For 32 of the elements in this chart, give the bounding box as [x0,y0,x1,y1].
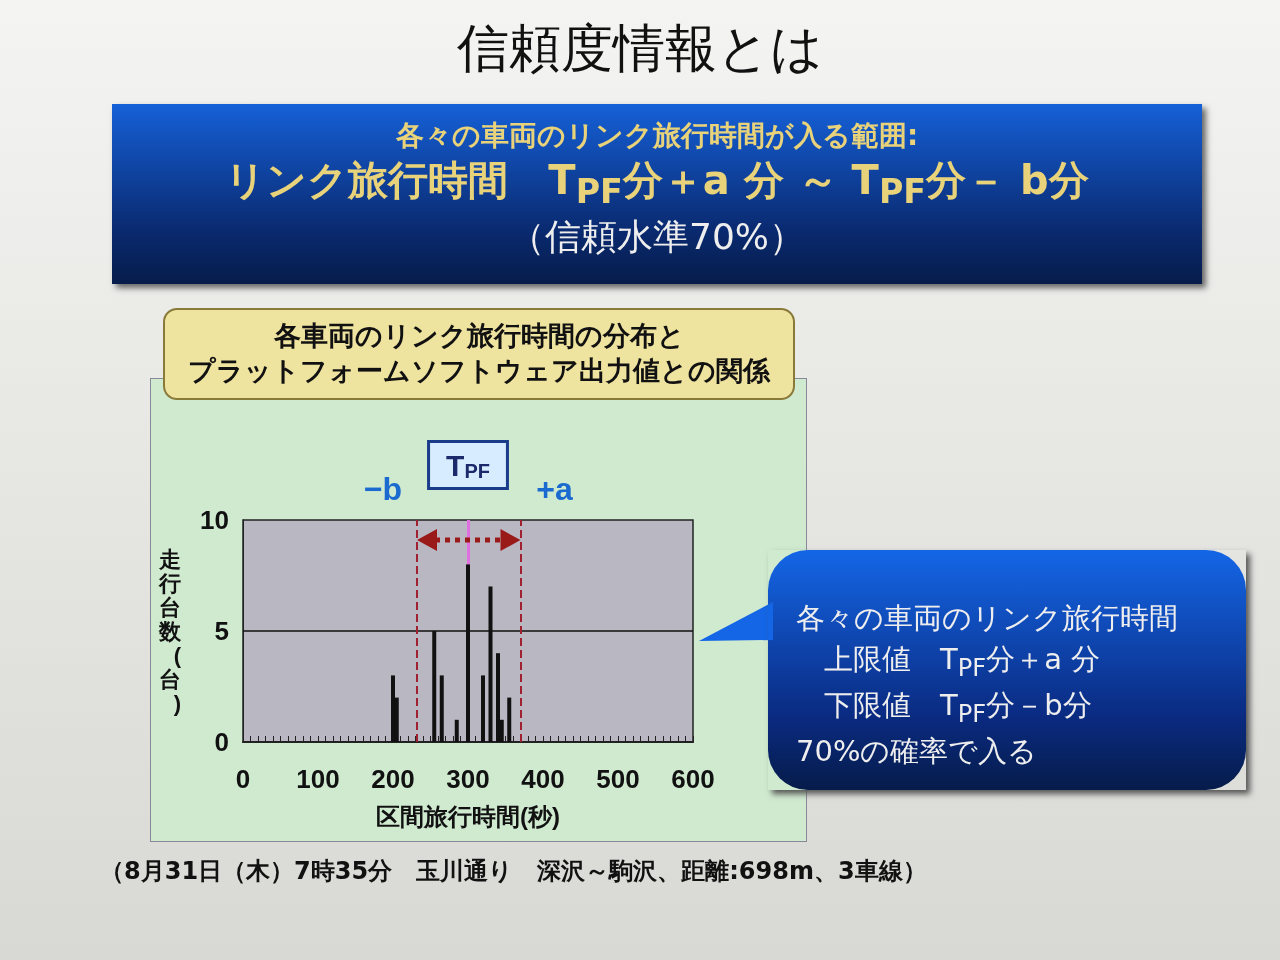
text: 70%の確率で入る [796,733,1039,771]
ref-line-label: −b [363,471,403,507]
x-axis-title: 区間旅行時間(秒) [376,802,560,830]
text: 各々の車両のリンク旅行時間 [796,600,1179,637]
x-tick-label: 600 [671,764,715,794]
ref-line-label: TPF [446,448,490,482]
y-tick-label: 5 [214,616,229,646]
chart-title: 信頼度情報とは [456,17,824,80]
text: 下限値 T$_{PF}$分－b分 [823,687,1093,731]
text: 上限値 T$_{PF}$分＋a 分 [823,641,1102,684]
bar [439,675,444,742]
bar [481,675,485,742]
text: リンク旅行時間 T$_{PF}$分＋a 分 ～ T$_{PF}$分－ b分 [224,156,1090,214]
text: プラットフォームソフトウェア出力値との関係 [187,354,772,389]
text: （信頼水準70%） [508,214,806,259]
text: 各車両のリンク旅行時間の分布と [272,319,686,353]
x-tick-label: 200 [371,764,415,794]
y-tick-label: 10 [200,505,229,535]
bar [507,697,512,742]
bar [496,653,500,742]
x-tick-label: 0 [235,764,251,794]
x-tick-label: 400 [521,764,565,794]
text: （8月31日（木）7時35分 玉川通り 深沢～駒沢、距離:698m、3車線） [100,856,927,887]
x-tick-label: 500 [596,764,640,794]
y-axis-title: 走行台数(台) [158,546,182,716]
y-tick-label: 0 [214,727,229,757]
x-tick-label: 300 [446,764,490,794]
ref-line-label: +a [536,471,573,507]
bar [454,719,459,742]
chart-subtitle: 各々の車両のリンク旅行時間が入る範囲: [394,118,920,154]
x-tick-label: 100 [296,764,340,794]
bar [391,675,395,742]
